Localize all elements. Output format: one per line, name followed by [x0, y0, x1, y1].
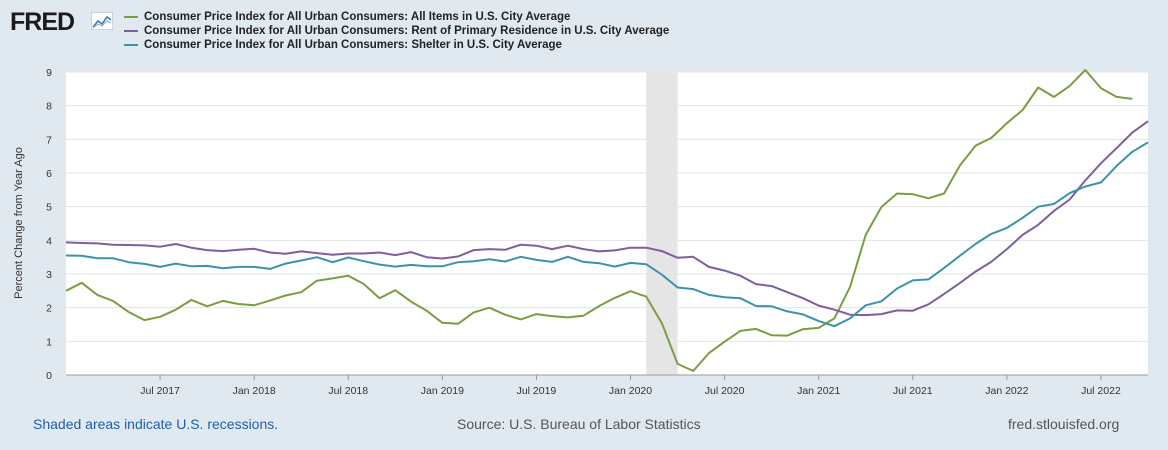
x-tick-label: Jan 2018: [233, 385, 276, 397]
series-line-shelter[interactable]: [65, 141, 1149, 328]
fred-chart-icon: [91, 12, 113, 30]
x-tick-label: Jul 2019: [517, 385, 557, 397]
y-tick-label: 4: [46, 235, 52, 247]
y-tick-label: 2: [46, 303, 52, 315]
legend-swatch-shelter: [124, 44, 138, 46]
legend-label-rent: Consumer Price Index for All Urban Consu…: [144, 25, 670, 37]
y-tick-label: 3: [46, 269, 52, 281]
recession-note-link[interactable]: Shaded areas indicate U.S. recessions.: [33, 416, 279, 432]
legend-label-shelter: Consumer Price Index for All Urban Consu…: [144, 39, 562, 51]
series-line-all-items[interactable]: [65, 69, 1133, 372]
legend-swatch-all-items: [124, 16, 138, 18]
y-tick-label: 0: [46, 370, 52, 382]
legend-label-all-items: Consumer Price Index for All Urban Consu…: [144, 11, 571, 23]
plot-area: [66, 72, 1148, 375]
source-text: Source: U.S. Bureau of Labor Statistics: [457, 416, 701, 432]
chart-legend: Consumer Price Index for All Urban Consu…: [124, 10, 669, 52]
y-tick-label: 1: [46, 336, 52, 348]
x-tick-label: Jan 2021: [797, 385, 840, 397]
y-tick-label: 9: [46, 67, 52, 79]
legend-entry-rent[interactable]: Consumer Price Index for All Urban Consu…: [124, 24, 669, 38]
x-tick-label: Jul 2022: [1081, 385, 1121, 397]
x-tick-label: Jul 2021: [893, 385, 933, 397]
x-tick-label: Jul 2018: [328, 385, 368, 397]
x-tick-label: Jan 2020: [609, 385, 652, 397]
site-url[interactable]: fred.stlouisfed.org: [1008, 416, 1120, 432]
series-line-rent[interactable]: [65, 120, 1149, 317]
legend-entry-all-items[interactable]: Consumer Price Index for All Urban Consu…: [124, 10, 669, 24]
x-tick-label: Jul 2020: [705, 385, 745, 397]
legend-entry-shelter[interactable]: Consumer Price Index for All Urban Consu…: [124, 38, 669, 52]
recession-shading: [646, 72, 678, 375]
x-tick-label: Jul 2017: [140, 385, 180, 397]
y-tick-label: 8: [46, 101, 52, 113]
x-tick-label: Jan 2022: [985, 385, 1028, 397]
fred-logo: FRED: [10, 8, 75, 36]
y-tick-label: 7: [46, 134, 52, 146]
x-tick-label: Jan 2019: [421, 385, 464, 397]
y-tick-label: 6: [46, 168, 52, 180]
y-axis-label: Percent Change from Year Ago: [13, 147, 25, 299]
y-tick-label: 5: [46, 202, 52, 214]
line-chart[interactable]: 0 1 2 3 4 5 6 7 8 9 Jul 2017 Jan 2018 Jul 2018 Jan 2…: [0, 0, 1168, 410]
legend-swatch-rent: [124, 30, 138, 32]
